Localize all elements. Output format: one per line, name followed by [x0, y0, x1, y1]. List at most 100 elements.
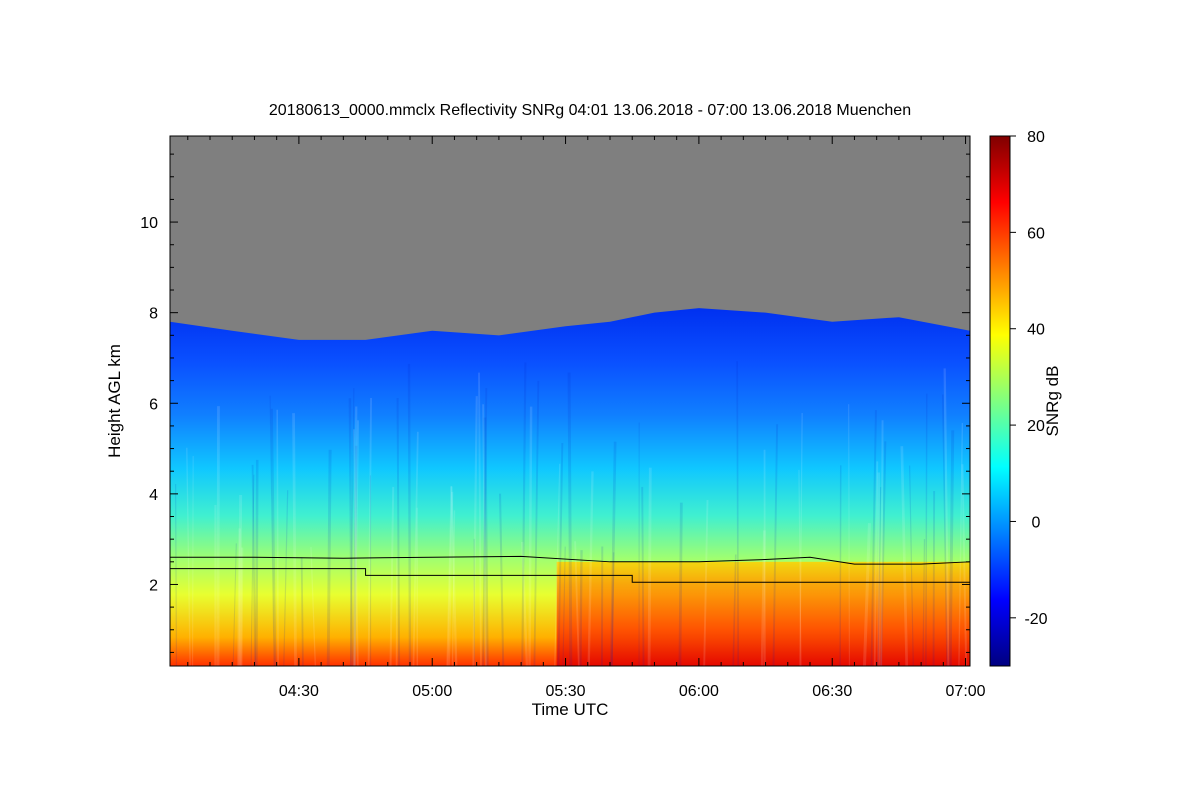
streak	[610, 441, 617, 666]
streak	[880, 441, 887, 666]
streak	[353, 406, 358, 666]
streak	[255, 459, 259, 666]
streak	[839, 465, 842, 666]
plot-frame	[169, 135, 971, 667]
streak	[732, 554, 737, 666]
streak	[798, 469, 802, 666]
x-axis: 04:30 05:00 05:30 06:00 06:30 07:00	[187, 136, 986, 700]
streak	[567, 372, 573, 666]
streak	[238, 495, 243, 666]
y-tick-label: 2	[149, 577, 158, 594]
streak	[579, 550, 583, 666]
streak	[412, 431, 419, 666]
x-tick-label: 05:30	[546, 683, 586, 700]
streak	[528, 406, 533, 666]
y-tick-label: 6	[149, 396, 158, 413]
streak	[447, 491, 454, 666]
streak	[611, 552, 615, 666]
colorbar	[989, 135, 1011, 667]
streak	[240, 547, 244, 666]
streak	[483, 417, 489, 666]
streak	[353, 445, 358, 666]
y-axis-label: Height AGL km	[105, 344, 124, 458]
x-axis-label: Time UTC	[532, 700, 609, 719]
streak	[574, 541, 580, 666]
streak	[250, 474, 255, 666]
colorbar-tick-label: 40	[1027, 322, 1045, 339]
colorbar-tick-label: 60	[1027, 225, 1045, 242]
streak	[900, 446, 909, 666]
streak	[958, 422, 964, 666]
streak	[533, 380, 540, 666]
colorbar-tick-label: 80	[1027, 129, 1045, 146]
streak	[450, 486, 458, 666]
streak	[862, 523, 871, 666]
streak	[909, 465, 914, 666]
streak	[772, 424, 779, 666]
streak	[554, 463, 561, 666]
y-tick-label: 4	[149, 487, 158, 504]
y-tick-label: 8	[149, 306, 158, 323]
streak	[192, 455, 194, 666]
colorbar-label: SNRg dB	[1043, 366, 1062, 437]
streak	[948, 430, 955, 666]
streak	[353, 420, 360, 666]
streak	[736, 361, 740, 666]
streak	[557, 442, 564, 666]
precipitation-streaks	[175, 361, 968, 666]
x-tick-label: 06:00	[679, 683, 719, 700]
x-tick-label: 07:00	[946, 683, 986, 700]
y-tick-label: 10	[140, 215, 158, 232]
x-tick-label: 04:30	[279, 683, 319, 700]
streak	[232, 543, 237, 666]
streak	[237, 528, 241, 666]
streak	[353, 429, 359, 666]
streak	[922, 539, 926, 666]
streak	[292, 413, 297, 666]
colorbar-tick-label: 0	[1032, 514, 1041, 531]
streak	[941, 394, 948, 666]
streak	[848, 404, 850, 666]
streak	[276, 409, 279, 666]
streak	[175, 483, 178, 666]
streak	[799, 412, 803, 666]
x-tick-label: 06:30	[812, 683, 852, 700]
streak	[870, 410, 877, 666]
streak	[961, 464, 968, 666]
streak	[521, 362, 527, 666]
colorbar-tick-label: -20	[1024, 611, 1047, 628]
streak	[647, 467, 652, 666]
streak	[587, 471, 594, 666]
plot-area	[170, 136, 970, 666]
streak	[478, 372, 482, 666]
streak	[396, 398, 401, 666]
streak	[499, 493, 505, 666]
streak	[472, 396, 478, 666]
streak	[703, 500, 709, 666]
streak	[269, 395, 275, 666]
series-line-2	[170, 568, 970, 583]
streak	[932, 491, 936, 666]
streak	[367, 398, 372, 666]
streak	[300, 557, 304, 666]
streak	[482, 404, 487, 666]
y-axis: 2 4 6 8 10	[140, 153, 970, 653]
heavy-rain-region	[556, 561, 970, 666]
streak	[451, 510, 456, 666]
x-tick-label: 05:00	[412, 683, 452, 700]
streak	[348, 398, 354, 666]
streak	[270, 408, 277, 666]
streak	[349, 387, 355, 666]
streak	[446, 485, 453, 666]
streak	[310, 547, 316, 666]
colorbar-ticks: -20 0 20 40 60 80	[1010, 129, 1048, 628]
series-lines	[170, 555, 970, 583]
streak	[678, 502, 683, 666]
series-line-1	[170, 555, 970, 565]
streak	[389, 486, 395, 666]
streak	[641, 486, 645, 666]
streak	[925, 393, 928, 666]
chart-title: 20180613_0000.mmclx Reflectivity SNRg 04…	[269, 102, 911, 119]
streak	[562, 546, 566, 666]
streak	[760, 530, 766, 666]
